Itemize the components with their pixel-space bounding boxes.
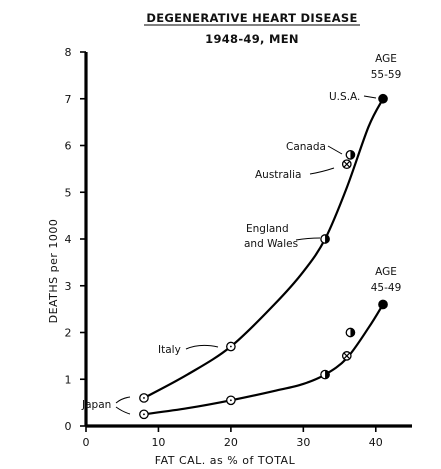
point-canada-series-1 xyxy=(345,327,356,338)
y-tick-label: 5 xyxy=(65,186,72,199)
point-italy-series-1 xyxy=(226,395,236,406)
point-center-dot xyxy=(229,345,232,348)
point-england-and-wales-series-1 xyxy=(320,369,330,380)
x-tick-label: 40 xyxy=(369,436,383,449)
series-label-age-45-49-line2: 45-49 xyxy=(371,282,402,294)
point-center-dot xyxy=(143,397,145,399)
y-tick-label: 3 xyxy=(65,280,72,293)
x-tick-label: 0 xyxy=(83,436,90,449)
chart-title: DEGENERATIVE HEART DISEASE xyxy=(146,11,357,25)
point-italy-series-0 xyxy=(226,341,236,352)
data-points xyxy=(139,93,388,420)
annotation-usa: U.S.A. xyxy=(329,91,360,103)
point-center-dot xyxy=(229,399,232,402)
curve-series-1 xyxy=(143,303,384,416)
y-tick-label: 6 xyxy=(65,140,72,153)
chart-subtitle: 1948-49, MEN xyxy=(205,32,299,46)
y-tick-label: 0 xyxy=(65,420,72,433)
annotation-england-line1: England xyxy=(246,223,289,235)
curve-series-0 xyxy=(143,98,384,399)
y-tick-label: 7 xyxy=(65,93,72,106)
point-u-s-a--series-1 xyxy=(378,299,388,310)
leader-japan-upper xyxy=(115,396,131,404)
point-japan-series-1 xyxy=(139,409,149,420)
x-tick-label: 30 xyxy=(296,436,310,449)
y-tick-label: 2 xyxy=(65,327,72,340)
y-tick-label: 8 xyxy=(65,46,72,59)
series-label-age-45-49-line1: AGE xyxy=(375,266,397,278)
point-center-dot xyxy=(143,413,145,416)
x-tick-label: 20 xyxy=(224,436,238,449)
annotation-england-line2: and Wales xyxy=(244,238,298,250)
leader-usa xyxy=(363,95,377,99)
series-label-age-55-59-line2: 55-59 xyxy=(371,69,402,81)
point-england-and-wales-series-0 xyxy=(320,234,330,244)
point-marker xyxy=(378,93,388,104)
annotation-japan: Japan xyxy=(81,399,111,411)
point-half-fill xyxy=(325,370,330,379)
point-half-fill xyxy=(325,234,330,244)
annotation-italy: Italy xyxy=(158,344,181,356)
y-tick-label: 1 xyxy=(65,373,72,386)
point-australia-series-1 xyxy=(341,351,352,361)
leader-canada xyxy=(327,145,343,155)
fitted-curves xyxy=(143,98,384,416)
point-cross xyxy=(343,352,351,360)
axis-ticks: 0 10 20 30 40 0 1 2 3 4 5 6 7 8 xyxy=(65,46,383,449)
point-u-s-a--series-0 xyxy=(378,93,388,104)
y-axis-label: DEATHS per 1000 xyxy=(47,219,60,324)
annotation-canada: Canada xyxy=(286,141,326,153)
annotation-australia: Australia xyxy=(255,169,301,181)
leader-japan-lower xyxy=(115,406,131,415)
point-marker xyxy=(378,299,388,310)
y-tick-label: 4 xyxy=(65,233,72,246)
point-cross xyxy=(343,160,351,168)
point-half-fill xyxy=(350,150,355,160)
leader-england xyxy=(295,237,321,241)
leader-australia xyxy=(309,167,335,175)
x-tick-label: 10 xyxy=(151,436,165,449)
point-australia-series-0 xyxy=(341,159,352,170)
series-label-age-55-59-line1: AGE xyxy=(375,53,397,65)
point-half-fill xyxy=(350,328,355,337)
x-axis-label: FAT CAL. as % of TOTAL xyxy=(155,454,296,467)
leader-italy xyxy=(185,344,219,350)
point-japan-series-0 xyxy=(139,393,149,403)
point-canada-series-0 xyxy=(345,150,356,160)
